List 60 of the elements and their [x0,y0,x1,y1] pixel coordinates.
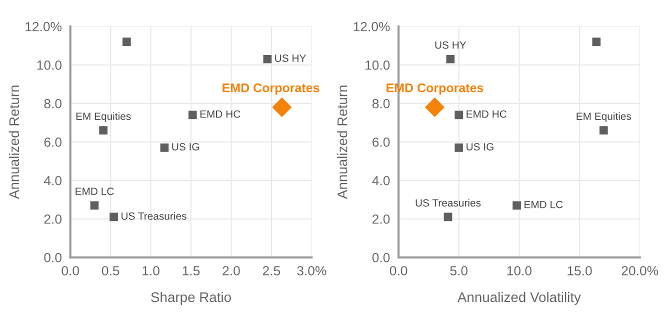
point [263,54,272,64]
series-label: US HY [275,54,306,62]
point [122,38,131,46]
x-tick-label: 1.5 [182,266,200,276]
point [99,126,108,135]
x-tick-label: 0.0 [62,266,80,276]
y-tick-label: 12.0% [354,22,390,32]
x-axis-title: Annualized Volatility [457,292,581,305]
point [599,126,608,135]
series-label: EMD HC [200,110,240,118]
point [512,201,521,210]
x-tick-label: 0.5 [102,266,120,276]
y-axis-title: Annualized Return [8,86,20,200]
x-tick-label: 2.0 [222,266,240,276]
x-tick-label: 2.5 [262,266,280,276]
y-tick-label: 6.0 [372,137,390,147]
y-axis-title: Annualized Return [337,86,348,200]
y-tick-label: 8.0 [44,98,62,108]
series-label: EMD LC [524,200,563,208]
point [444,212,452,222]
series-label: US IG [466,143,494,150]
series-label: EMD Corporates [386,83,484,95]
series-label: US Treasuries [416,198,481,207]
series-label: EMD Corporates [222,83,320,95]
series-label: US Treasuries [122,212,186,220]
x-tick-label: 10.0 [507,266,532,276]
point [272,98,292,117]
point [454,110,464,120]
x-axis-title: Sharpe Ratio [151,292,231,305]
point [592,38,601,46]
x-tick-label: 5.0 [450,266,468,276]
point [110,212,118,222]
point [90,201,99,210]
y-tick-label: 12.0% [26,22,62,32]
y-tick-label: 10.0 [366,60,390,70]
x-tick-label: 20.0% [622,266,658,276]
point [446,54,455,64]
series-label: EMD LC [76,188,114,196]
y-tick-label: 0.0 [372,252,390,262]
series-label: EM Equities [76,112,131,122]
x-tick-label: 1.0 [142,266,160,276]
series-label: EMD HC [466,110,506,118]
series-label: EM Equities [576,112,632,122]
y-tick-label: 4.0 [372,176,390,186]
y-tick-label: 10.0 [37,60,62,70]
y-tick-label: 0.0 [44,252,62,262]
y-tick-label: 2.0 [372,214,390,224]
y-tick-label: 8.0 [372,98,390,108]
point [188,110,197,120]
point [454,144,464,152]
series-label: US IG [172,143,199,150]
series-label: US HY [435,41,466,49]
x-tick-label: 15.0 [568,266,592,276]
y-tick-label: 2.0 [44,214,62,224]
x-tick-label: 0.0 [390,266,408,276]
point [425,98,444,117]
y-tick-label: 4.0 [44,176,62,186]
x-tick-label: 3.0% [297,266,326,276]
point [160,144,169,152]
y-tick-label: 6.0 [44,137,62,147]
